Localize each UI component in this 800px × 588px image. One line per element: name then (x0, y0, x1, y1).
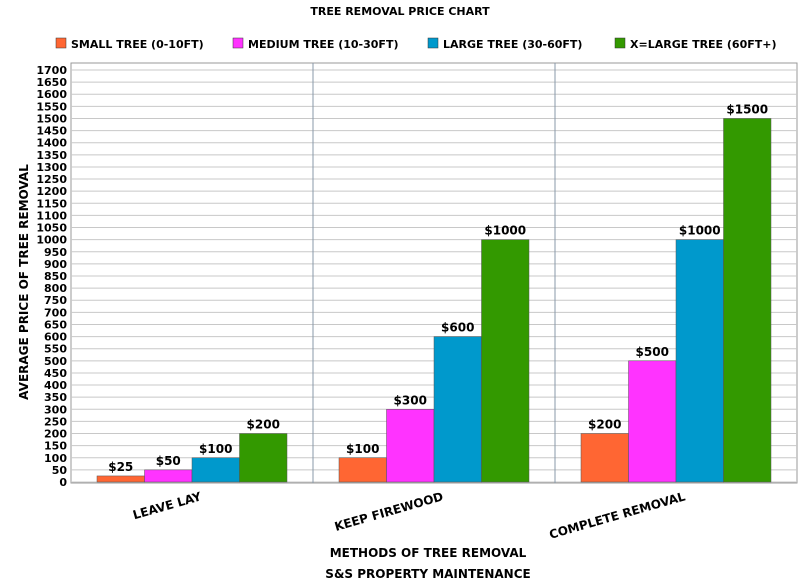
bar (723, 118, 772, 483)
data-label: $200 (588, 418, 621, 432)
chart-title: TREE REMOVAL PRICE CHART (310, 5, 490, 18)
y-tick-label: 1300 (36, 161, 67, 174)
x-axis-label: METHODS OF TREE REMOVAL (330, 546, 527, 560)
y-tick-label: 200 (44, 428, 67, 441)
legend-label: X=LARGE TREE (60FT+) (630, 38, 777, 51)
y-tick-label: 900 (44, 258, 67, 271)
y-tick-label: 1000 (36, 234, 67, 247)
bar (144, 469, 193, 483)
y-axis-label: AVERAGE PRICE OF TREE REMOVAL (17, 164, 31, 400)
legend-swatch (232, 37, 244, 49)
y-tick-label: 450 (44, 367, 67, 380)
value-labels: $25 $50 $100 $200 $100 $300 $600 $1000 $200 $500 $… (108, 102, 768, 473)
y-tick-label: 300 (44, 403, 67, 416)
data-label: $100 (346, 442, 379, 456)
y-tick-label: 1650 (36, 76, 67, 89)
y-axis-ticks: 0501001502002503003504004505005506006507… (36, 64, 67, 489)
data-label: $50 (156, 454, 181, 468)
data-label: $1000 (679, 224, 721, 238)
bar (386, 409, 435, 483)
bars (96, 118, 772, 483)
y-tick-label: 150 (44, 440, 67, 453)
y-tick-label: 950 (44, 246, 67, 259)
y-tick-label: 1600 (36, 88, 67, 101)
y-tick-label: 50 (52, 464, 68, 477)
legend-swatch (614, 37, 626, 49)
y-tick-label: 0 (59, 476, 67, 489)
y-tick-label: 800 (44, 282, 67, 295)
y-tick-label: 600 (44, 331, 67, 344)
bar (239, 433, 288, 483)
y-tick-label: 850 (44, 270, 67, 283)
y-tick-label: 250 (44, 415, 67, 428)
y-tick-label: 1200 (36, 185, 67, 198)
data-label: $1500 (726, 102, 768, 116)
y-tick-label: 1100 (36, 209, 67, 222)
data-label: $25 (108, 460, 133, 474)
legend-label: MEDIUM TREE (10-30FT) (248, 38, 398, 51)
y-tick-label: 500 (44, 355, 67, 368)
y-tick-label: 1450 (36, 125, 67, 138)
y-tick-label: 1400 (36, 137, 67, 150)
chart-footer: S&S PROPERTY MAINTENANCE (325, 567, 530, 581)
legend-label: SMALL TREE (0-10FT) (71, 38, 204, 51)
bar (96, 475, 145, 483)
y-tick-label: 650 (44, 318, 67, 331)
data-label: $600 (441, 321, 474, 335)
bar (481, 239, 530, 483)
data-label: $200 (247, 418, 280, 432)
bar (675, 239, 724, 483)
y-tick-label: 550 (44, 343, 67, 356)
bar (433, 336, 482, 483)
bar (628, 360, 677, 483)
legend-swatch (55, 37, 67, 49)
data-label: $1000 (484, 224, 526, 238)
y-tick-label: 1150 (36, 197, 67, 210)
y-tick-label: 100 (44, 452, 67, 465)
y-tick-label: 1700 (36, 64, 67, 77)
y-tick-label: 700 (44, 306, 67, 319)
data-label: $300 (394, 393, 427, 407)
bar (191, 457, 240, 483)
y-tick-label: 1050 (36, 222, 67, 235)
y-tick-label: 1550 (36, 100, 67, 113)
data-label: $100 (199, 442, 232, 456)
y-tick-label: 1500 (36, 112, 67, 125)
y-tick-label: 1250 (36, 173, 67, 186)
y-tick-label: 750 (44, 294, 67, 307)
bar (580, 433, 629, 483)
data-label: $500 (636, 345, 669, 359)
y-tick-label: 400 (44, 379, 67, 392)
legend-label: LARGE TREE (30-60FT) (443, 38, 582, 51)
bar (338, 457, 387, 483)
legend: SMALL TREE (0-10FT) MEDIUM TREE (10-30FT)… (55, 37, 777, 51)
legend-swatch (427, 37, 439, 49)
y-tick-label: 350 (44, 391, 67, 404)
y-tick-label: 1350 (36, 149, 67, 162)
